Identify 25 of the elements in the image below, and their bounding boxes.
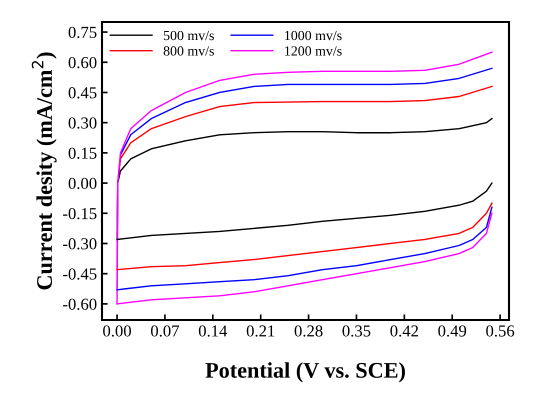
x-tick-label: 0.28 [294,325,323,337]
y-tick-label: 0.15 [68,148,96,159]
x-tick-label: 0.35 [342,325,370,337]
x-tick-label: 0.42 [390,325,418,337]
x-tick-label: 0.07 [150,325,180,337]
y-tick-label: 0.00 [68,178,97,190]
legend-label: 500 mv/s [164,30,214,40]
y-tick-label: 0.60 [68,56,97,68]
x-tick-label: 0.49 [438,325,466,337]
y-tick-label: -0.15 [63,208,96,220]
y-tick-label: 0.45 [68,87,96,98]
y-tick-label: 0.75 [68,26,96,38]
legend-label: 1200 mv/s [285,46,342,56]
y-tick-label: -0.30 [63,238,97,250]
x-tick-label: 0.00 [103,325,131,337]
y-tick-label: 0.30 [68,117,97,129]
legend-label: 1000 mv/s [285,30,342,40]
y-tick-label: -0.60 [63,298,97,310]
y-axis-title: Current desity (mA/cm$^{2}$) [32,52,57,290]
x-tick-label: 0.21 [246,325,274,337]
x-tick-label: 0.14 [198,325,228,337]
x-tick-label: 0.56 [486,325,514,337]
x-axis-title: Potential (V vs. SCE) [205,362,405,382]
y-tick-label: -0.45 [63,268,96,280]
legend-label: 800 mv/s [164,46,214,56]
